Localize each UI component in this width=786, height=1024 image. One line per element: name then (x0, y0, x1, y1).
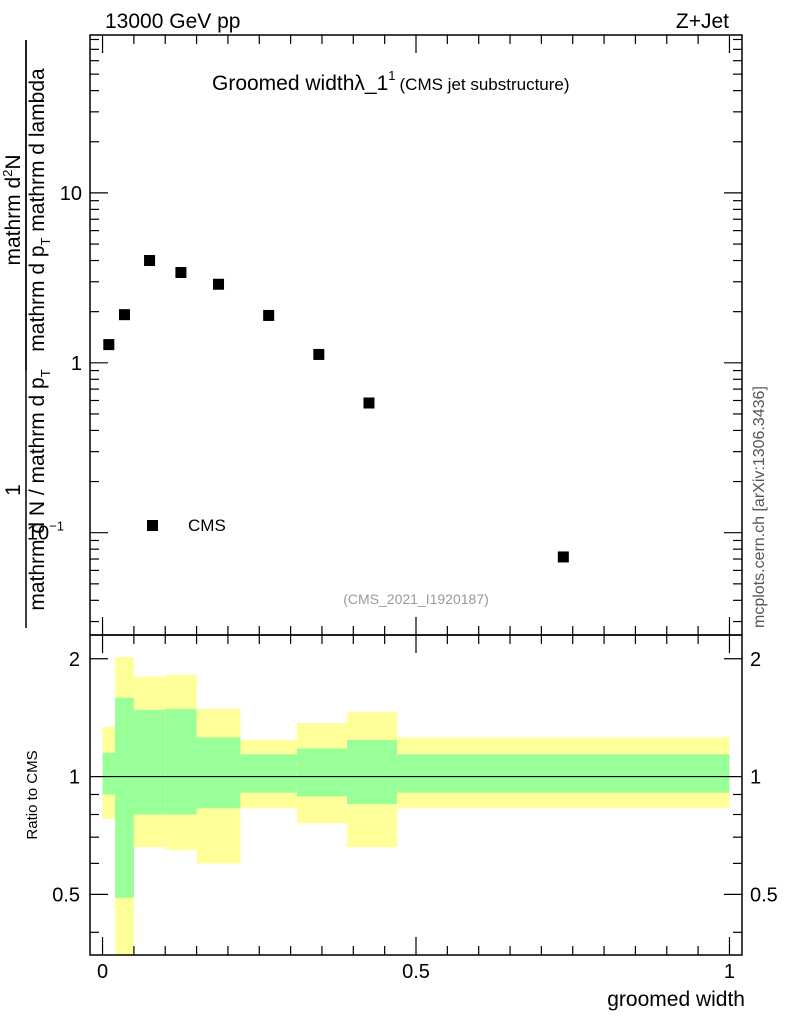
plot-title-main: Groomed widthλ_1 (212, 72, 388, 95)
ratio-axis-ticks (90, 635, 742, 955)
x-tick-labels: 0 0.5 1 (97, 961, 735, 983)
y-label-right-numerator: mathrm d2N (0, 154, 25, 265)
ratio-y-tick-label-left: 0.5 (52, 884, 80, 906)
ratio-y-tick-labels: 2 2 1 1 0.5 0.5 (52, 649, 778, 907)
legend: CMS (147, 516, 226, 535)
plot-title-sub: (CMS jet substructure) (400, 75, 570, 94)
ratio-green-band-bin (165, 708, 197, 815)
x-tick-label: 0 (97, 961, 108, 983)
ratio-panel: 2 21 10.5 0.5 0 0.5 1 Ratio to CMS groomed wi… (24, 634, 778, 1011)
y-label-numerator: 1 (2, 484, 25, 496)
ratio-y-label: Ratio to CMS (24, 750, 41, 839)
main-y-tick-label: 10−1 (27, 519, 64, 545)
main-y-tick-label: 1 (71, 353, 82, 375)
data-point (213, 278, 225, 290)
ratio-bands (102, 657, 730, 955)
header-process: Z+Jet (676, 10, 729, 33)
ratio-green-band-bin (102, 752, 116, 795)
header-energy: 13000 GeV pp (105, 10, 240, 33)
x-axis-label: groomed width (607, 988, 745, 1011)
main-y-tick-label: 10 (60, 183, 82, 205)
data-point (144, 255, 156, 267)
data-point (313, 348, 325, 360)
main-frame (89, 34, 743, 636)
ratio-y-tick-label-right: 0.5 (750, 884, 778, 906)
ratio-y-tick-label-left: 2 (69, 649, 80, 671)
data-point (557, 551, 569, 563)
ratio-green-band-bin (347, 740, 398, 805)
plot-title: Groomed widthλ_11 (CMS jet substructure) (212, 68, 570, 95)
main-axis-ticks (90, 35, 742, 635)
ratio-frame (89, 634, 743, 956)
ratio-y-tick-label-right: 1 (750, 767, 761, 789)
y-label-denominator: mathrm d N / mathrm d pT (26, 369, 53, 610)
plot-title-sup: 1 (388, 68, 395, 83)
ratio-green-band-bin (115, 697, 134, 898)
main-y-label: 1 mathrm d N / mathrm d pT mathrm d2N ma… (0, 40, 53, 628)
data-point (363, 397, 375, 409)
ratio-green-band-bin (397, 754, 730, 793)
ratio-green-band-bin (133, 709, 166, 815)
watermark: mcplots.cern.ch [arXiv:1306.3436] (751, 386, 768, 628)
main-panel: 10 1 10−1 (CMS_2021_I1920187) CMS (27, 34, 743, 636)
y-label-right-denominator: mathrm d pT mathrm d lambda (26, 68, 53, 352)
main-y-tick-labels: 10 1 10−1 (27, 183, 82, 545)
data-point (103, 339, 115, 351)
ratio-y-tick-label-left: 1 (69, 767, 80, 789)
data-point (175, 267, 187, 279)
x-tick-label: 1 (724, 961, 735, 983)
data-points (103, 255, 569, 563)
analysis-id: (CMS_2021_I1920187) (343, 591, 489, 607)
x-tick-label: 0.5 (402, 961, 430, 983)
legend-marker (147, 520, 158, 531)
ratio-green-band-bin (196, 737, 241, 809)
legend-label-cms: CMS (188, 516, 226, 535)
ratio-green-band-bin (296, 748, 348, 797)
ratio-green-band-bin (240, 754, 297, 793)
ratio-y-tick-label-right: 2 (750, 649, 761, 671)
data-point (118, 309, 130, 321)
data-point (263, 309, 275, 321)
